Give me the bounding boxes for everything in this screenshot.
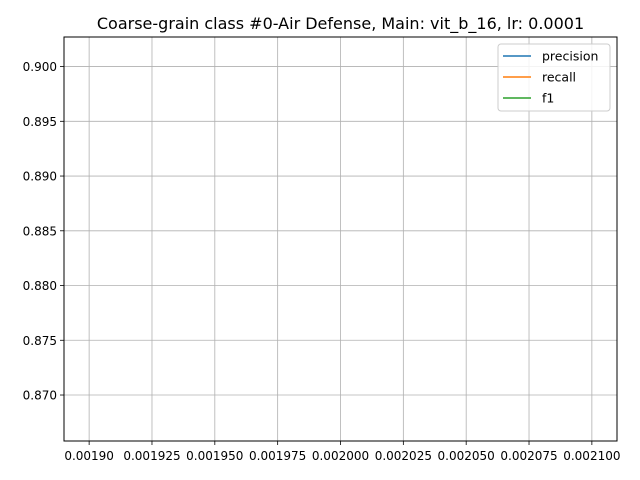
x-tick-label: 0.001975: [249, 449, 306, 463]
y-tick-label: 0.890: [23, 170, 57, 184]
x-axis-ticks: 0.00190 0.001925 0.001950 0.001975 0.002000 0…: [64, 441, 620, 463]
legend-label-recall: recall: [542, 70, 576, 85]
y-tick-label: 0.900: [23, 60, 57, 74]
legend-label-f1: f1: [542, 91, 554, 106]
x-tick-label: 0.00190: [64, 449, 114, 463]
x-tick-label: 0.002050: [438, 449, 495, 463]
y-tick-label: 0.880: [23, 279, 57, 293]
legend: precision recall f1: [497, 43, 611, 112]
y-tick-label: 0.885: [23, 224, 57, 238]
x-tick-label: 0.001925: [123, 449, 180, 463]
chart-title: Coarse-grain class #0-Air Defense, Main:…: [97, 14, 584, 34]
x-tick-label: 0.002075: [500, 449, 557, 463]
y-tick-label: 0.870: [23, 389, 57, 403]
x-tick-label: 0.002100: [563, 449, 620, 463]
x-tick-label: 0.001950: [186, 449, 243, 463]
y-axis-ticks: 0.870 0.875 0.880 0.885 0.890 0.895 0.900: [23, 60, 64, 403]
y-tick-label: 0.875: [23, 334, 57, 348]
legend-label-precision: precision: [542, 49, 598, 64]
x-tick-label: 0.002025: [375, 449, 432, 463]
x-tick-label: 0.002000: [312, 449, 369, 463]
legend-box: [497, 43, 611, 112]
grid: [64, 37, 617, 441]
y-tick-label: 0.895: [23, 115, 57, 129]
